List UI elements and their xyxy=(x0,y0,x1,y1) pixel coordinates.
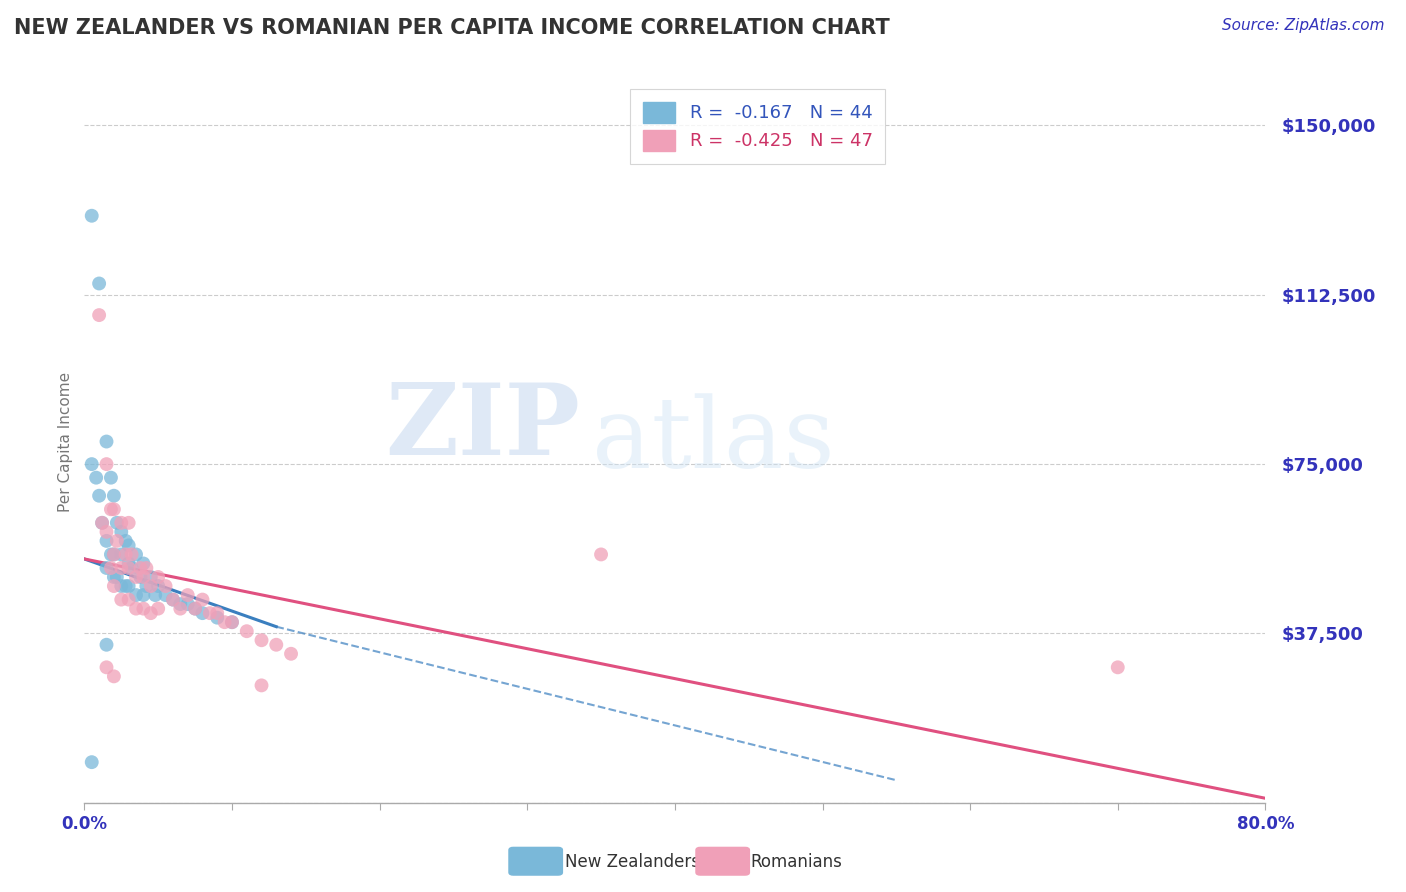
Point xyxy=(125,548,148,562)
Text: ZIP: ZIP xyxy=(385,378,581,475)
Point xyxy=(121,561,143,575)
Point xyxy=(198,606,221,620)
Point xyxy=(96,660,118,674)
Point xyxy=(118,561,141,575)
Point xyxy=(135,561,157,575)
Point xyxy=(132,588,155,602)
Point xyxy=(148,570,170,584)
Point xyxy=(184,601,207,615)
Point xyxy=(135,579,157,593)
Point xyxy=(103,548,125,562)
Point xyxy=(110,592,132,607)
Point xyxy=(207,606,229,620)
Text: New Zealanders: New Zealanders xyxy=(565,853,700,871)
Point xyxy=(87,308,111,322)
Point xyxy=(103,489,125,503)
Point xyxy=(169,601,191,615)
Point xyxy=(118,516,141,530)
Point xyxy=(105,516,128,530)
Point xyxy=(250,633,273,648)
Point xyxy=(125,601,148,615)
Point xyxy=(114,579,136,593)
Point xyxy=(250,678,273,692)
Point xyxy=(110,561,132,575)
Y-axis label: Per Capita Income: Per Capita Income xyxy=(58,371,73,512)
Point xyxy=(207,610,229,624)
Point xyxy=(132,601,155,615)
Point xyxy=(110,579,132,593)
Point xyxy=(114,548,136,562)
Point xyxy=(87,277,111,291)
Point xyxy=(591,548,613,562)
Point xyxy=(100,548,122,562)
Point xyxy=(110,516,132,530)
Point xyxy=(96,524,118,539)
Point xyxy=(236,624,259,639)
Point xyxy=(118,557,141,571)
Point xyxy=(96,561,118,575)
Point xyxy=(96,434,118,449)
Point xyxy=(162,592,184,607)
Point xyxy=(221,615,243,630)
Point xyxy=(155,588,177,602)
Point xyxy=(266,638,288,652)
Point xyxy=(100,470,122,484)
Point xyxy=(105,570,128,584)
Point xyxy=(110,524,132,539)
Point xyxy=(143,588,166,602)
Point xyxy=(125,588,148,602)
Point xyxy=(110,548,132,562)
Point xyxy=(221,615,243,630)
Point xyxy=(80,209,103,223)
Point xyxy=(84,470,107,484)
Point xyxy=(103,669,125,683)
Point xyxy=(148,579,170,593)
Point xyxy=(125,570,148,584)
Text: Romanians: Romanians xyxy=(751,853,842,871)
Point xyxy=(91,516,114,530)
Point xyxy=(80,755,103,769)
Point xyxy=(132,570,155,584)
Point xyxy=(103,579,125,593)
Point xyxy=(103,502,125,516)
Legend: R =  -0.167   N = 44, R =  -0.425   N = 47: R = -0.167 N = 44, R = -0.425 N = 47 xyxy=(630,89,886,163)
Point xyxy=(177,588,200,602)
Point xyxy=(139,606,162,620)
Point xyxy=(1107,660,1129,674)
Point xyxy=(191,606,214,620)
Point xyxy=(105,533,128,548)
Point xyxy=(169,597,191,611)
Point xyxy=(96,638,118,652)
Point xyxy=(162,592,184,607)
Point xyxy=(100,561,122,575)
Point xyxy=(148,601,170,615)
Point xyxy=(129,561,152,575)
Point xyxy=(191,592,214,607)
Point xyxy=(91,516,114,530)
Point xyxy=(280,647,302,661)
Point xyxy=(103,548,125,562)
Point xyxy=(103,570,125,584)
Point xyxy=(80,457,103,471)
Point xyxy=(114,533,136,548)
Point xyxy=(118,592,141,607)
Point xyxy=(118,579,141,593)
Point xyxy=(100,502,122,516)
Point xyxy=(184,601,207,615)
Point xyxy=(129,570,152,584)
Point xyxy=(177,597,200,611)
Point xyxy=(118,538,141,552)
Point xyxy=(132,557,155,571)
Point xyxy=(96,457,118,471)
Point xyxy=(155,579,177,593)
Point xyxy=(87,489,111,503)
Point xyxy=(214,615,236,630)
Point xyxy=(139,579,162,593)
Text: NEW ZEALANDER VS ROMANIAN PER CAPITA INCOME CORRELATION CHART: NEW ZEALANDER VS ROMANIAN PER CAPITA INC… xyxy=(14,18,890,37)
Point xyxy=(139,570,162,584)
Text: Source: ZipAtlas.com: Source: ZipAtlas.com xyxy=(1222,18,1385,33)
Point xyxy=(96,533,118,548)
Text: atlas: atlas xyxy=(592,393,835,490)
Point xyxy=(121,548,143,562)
